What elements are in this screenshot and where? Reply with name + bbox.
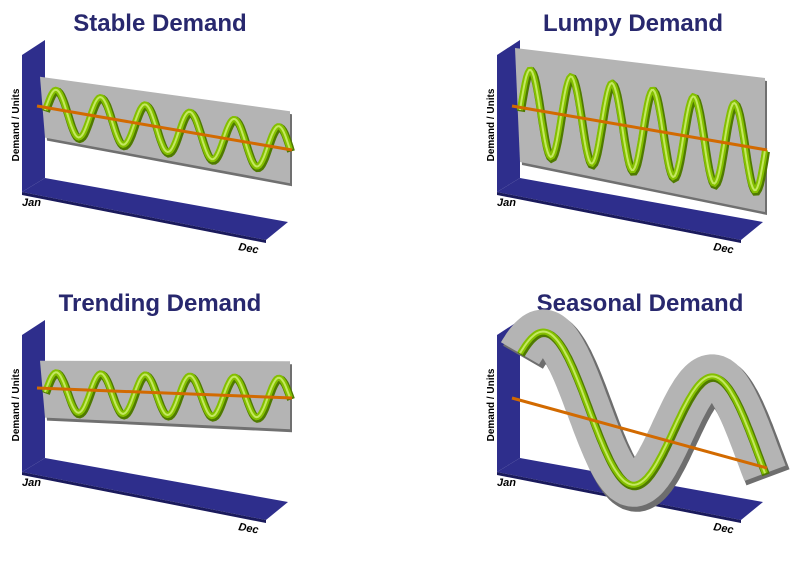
panel-title: Lumpy Demand [543,10,723,37]
y-axis-label: Demand / Units [11,88,22,161]
panel-title: Trending Demand [59,290,262,317]
x-start-label: Jan [497,197,516,209]
x-start-label: Jan [22,197,41,209]
back-wall [22,320,45,472]
demand-panel: Lumpy Demand Demand / Units Jan Dec [486,10,767,256]
demand-panel: Trending Demand Demand / Units Jan Dec [11,290,292,536]
floor [22,178,288,240]
x-end-label: Dec [712,521,734,536]
x-end-label: Dec [237,521,259,536]
y-axis-label: Demand / Units [486,368,497,441]
x-start-label: Jan [22,477,41,489]
demand-band [520,332,765,485]
x-start-label: Jan [497,477,516,489]
x-end-label: Dec [237,241,259,256]
floor [22,458,288,520]
y-axis-label: Demand / Units [11,368,22,441]
demand-panel: Seasonal Demand Demand / Units Jan Dec [486,290,768,536]
back-wall [22,40,45,192]
diagram: Stable DemandDemand / UnitsJanDecLumpy D… [0,0,809,565]
demand-panel: Stable Demand Demand / Units Jan Dec [11,10,292,256]
panel-title: Stable Demand [73,10,246,37]
panel-title: Seasonal Demand [537,290,744,317]
y-axis-label: Demand / Units [486,88,497,161]
x-end-label: Dec [712,241,734,256]
